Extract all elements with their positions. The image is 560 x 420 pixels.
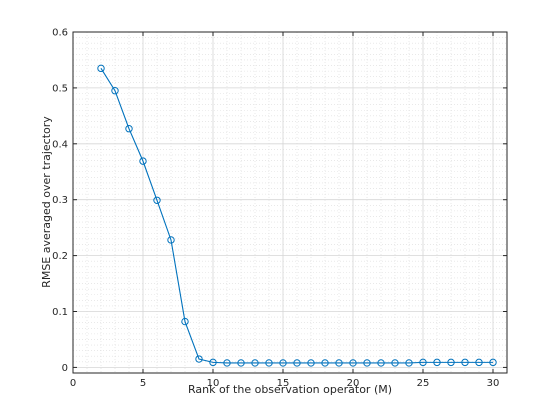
y-tick-label: 0.5 — [52, 83, 68, 94]
y-tick-label: 0.2 — [52, 251, 68, 262]
x-tick-label: 25 — [417, 378, 430, 389]
data-point — [125, 125, 133, 133]
data-point — [433, 358, 441, 367]
data-point — [391, 359, 399, 367]
data-point — [279, 359, 287, 367]
data-point — [181, 317, 189, 326]
x-tick-label: 15 — [277, 378, 290, 389]
data-point — [475, 358, 483, 367]
y-tick-labels: 0 0.1 0.2 0.3 0.4 0.5 0.6 — [52, 28, 68, 374]
axis-ticks — [72, 31, 507, 373]
x-tick-label: 30 — [487, 378, 500, 389]
data-point — [293, 359, 301, 367]
data-point — [307, 359, 315, 367]
series-layer — [97, 64, 497, 367]
data-point — [97, 64, 105, 73]
x-axis-label: Rank of the observation operator (M) — [188, 383, 392, 396]
series-line — [100, 68, 493, 364]
y-tick-label: 0.6 — [52, 28, 68, 39]
data-point — [251, 359, 259, 367]
data-point — [461, 358, 469, 367]
data-point — [489, 358, 497, 367]
data-point — [335, 359, 343, 367]
data-point — [349, 359, 357, 367]
data-point — [139, 157, 147, 165]
data-point — [405, 359, 413, 367]
x-tick-label: 10 — [207, 378, 220, 389]
data-point — [195, 355, 203, 363]
y-tick-label: 0.4 — [52, 139, 68, 150]
x-tick-labels: 0 5 10 15 20 25 30 — [70, 378, 500, 389]
data-point — [153, 196, 161, 204]
data-point — [265, 359, 273, 367]
data-point — [419, 358, 427, 367]
plot-area — [73, 32, 507, 373]
data-point — [209, 358, 217, 367]
y-tick-label: 0.3 — [52, 195, 68, 206]
y-tick-label: 0 — [62, 363, 68, 374]
y-tick-label: 0.1 — [52, 307, 68, 318]
data-point — [363, 359, 371, 367]
data-point — [167, 236, 175, 244]
data-point — [447, 358, 455, 367]
x-tick-label: 5 — [140, 378, 146, 389]
data-point — [321, 359, 329, 367]
x-tick-label: 20 — [347, 378, 360, 389]
data-point — [377, 359, 385, 367]
data-point — [237, 359, 245, 367]
x-tick-label: 0 — [70, 378, 76, 389]
data-point — [111, 86, 119, 95]
data-point — [223, 359, 231, 367]
plot-frame — [72, 31, 508, 374]
y-axis-label: RMSE averaged over trajectory — [40, 116, 53, 288]
